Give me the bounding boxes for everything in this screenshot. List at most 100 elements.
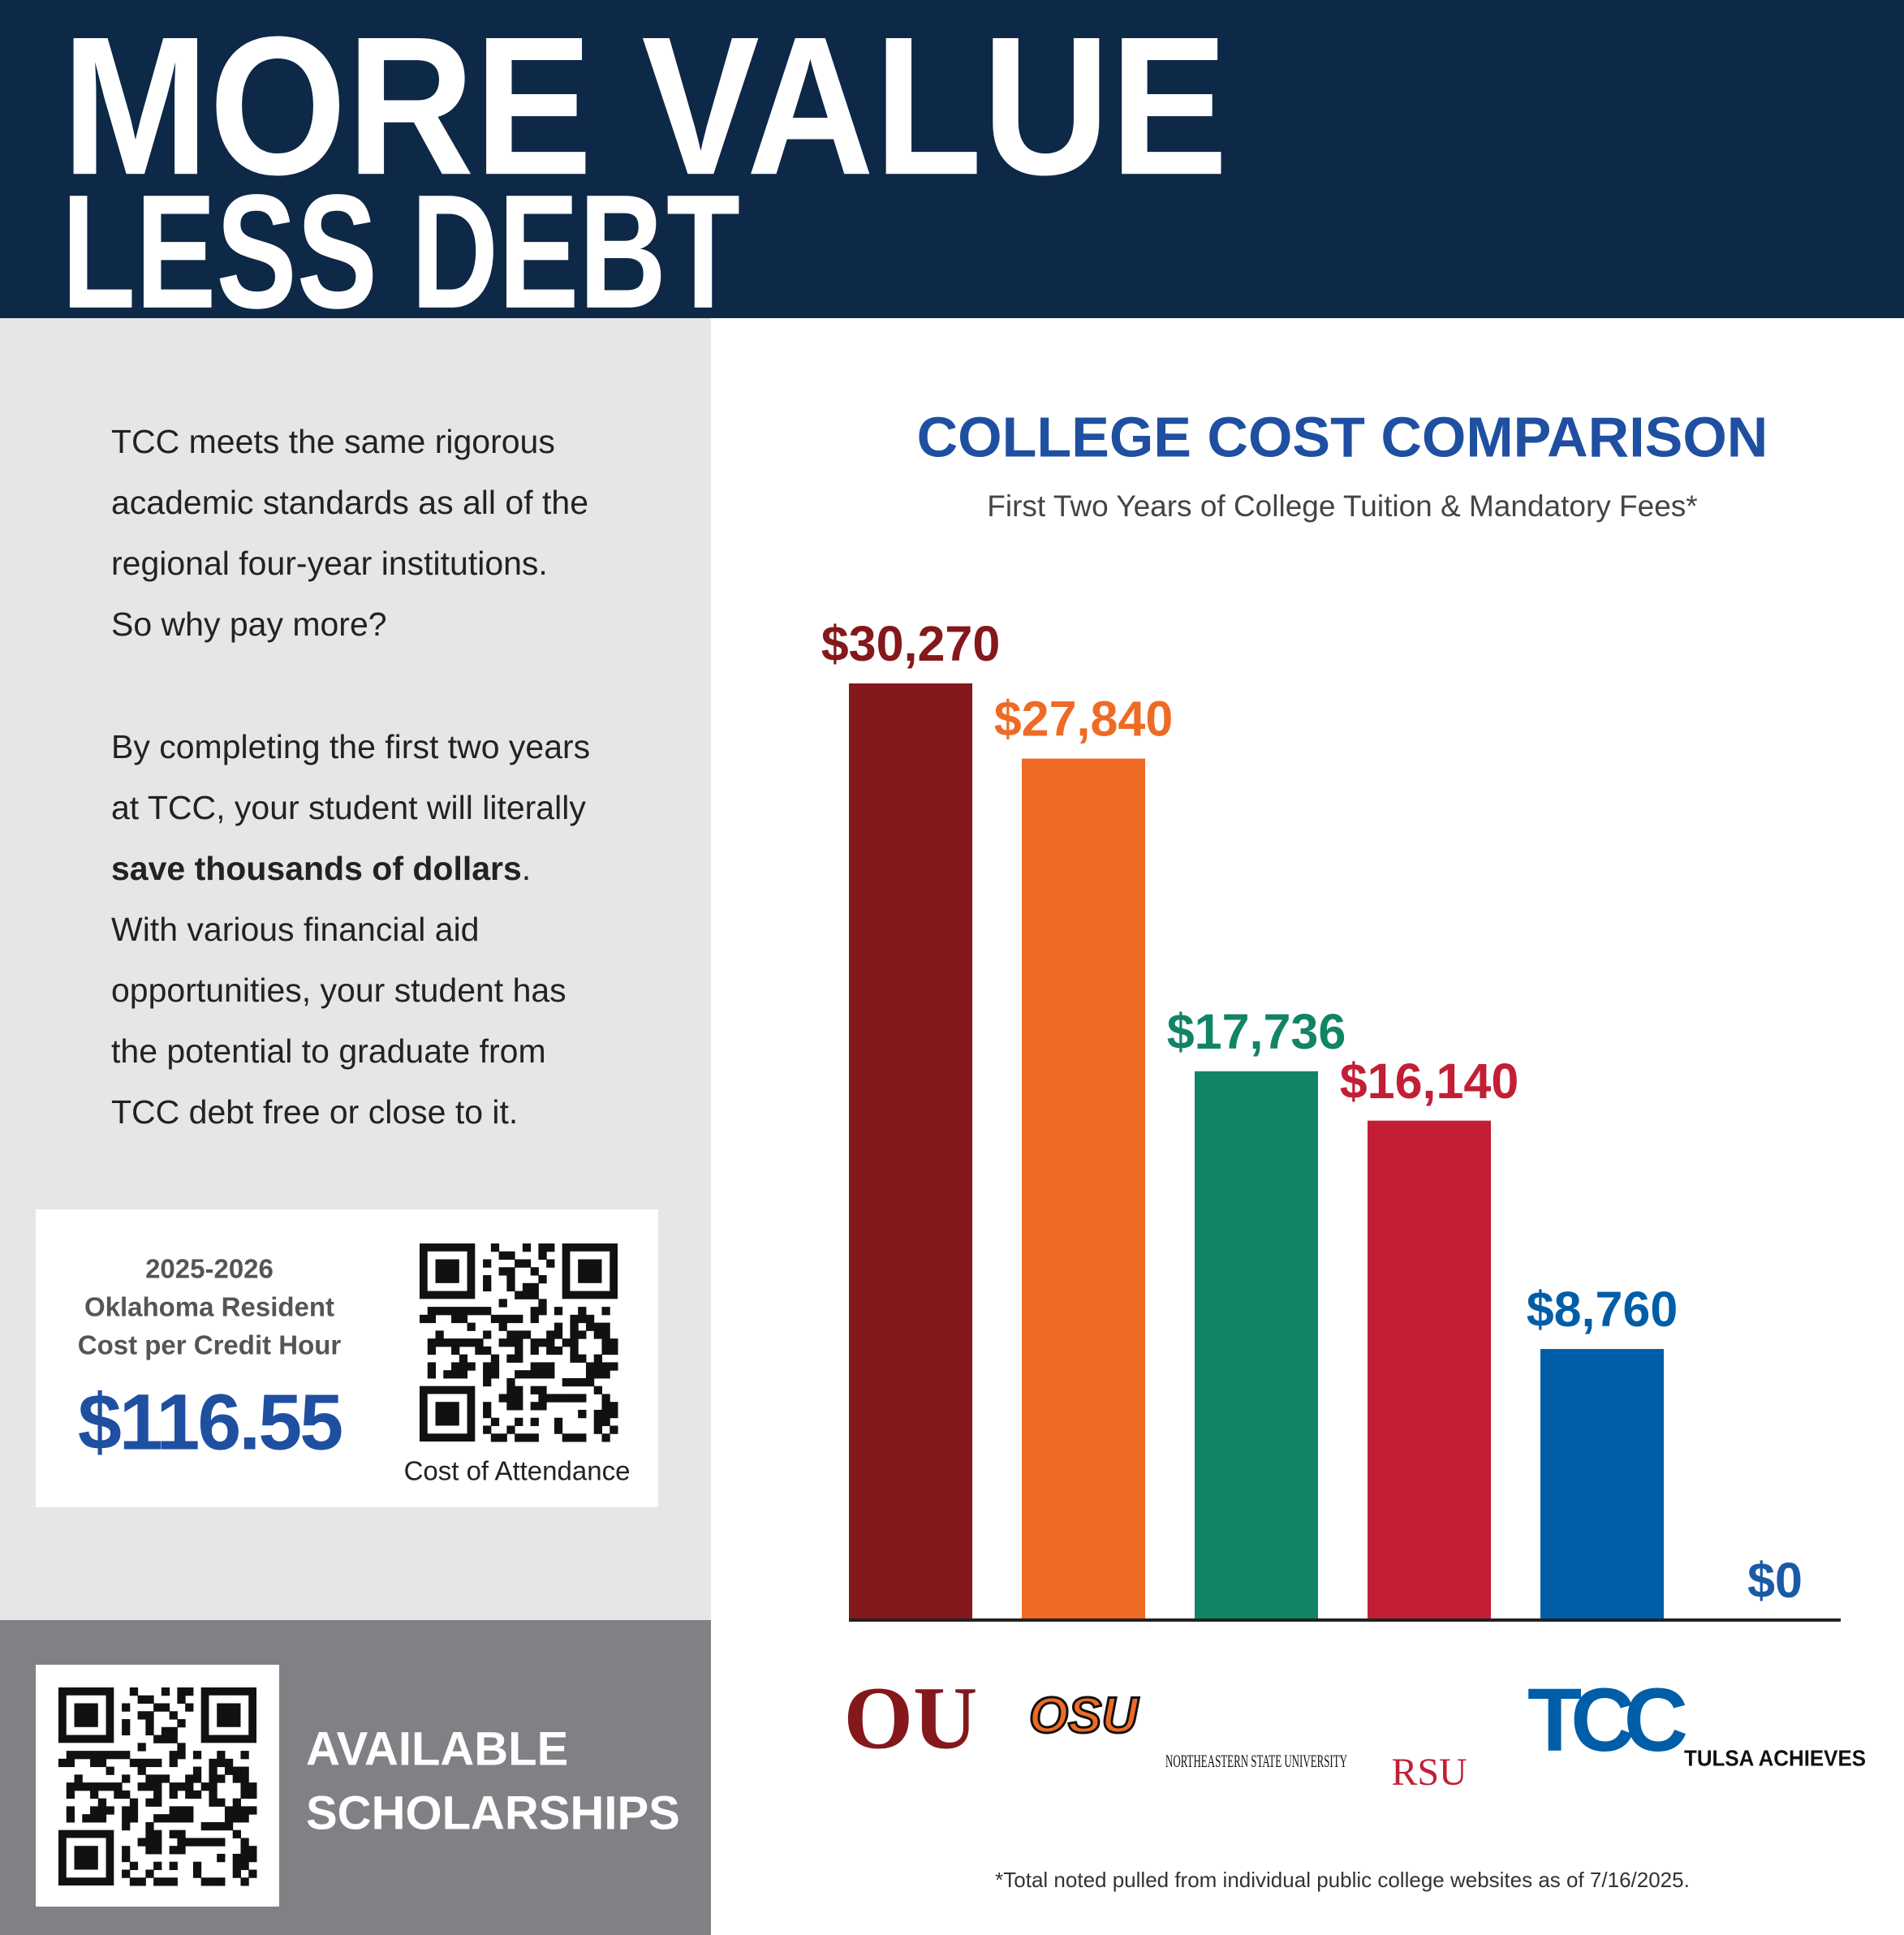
qr-module	[498, 1394, 507, 1403]
qr-module	[562, 1377, 571, 1387]
value-label: $27,840	[994, 692, 1174, 747]
qr-module	[114, 1790, 123, 1799]
qr-module	[122, 1821, 131, 1831]
qr-module	[58, 1758, 67, 1768]
qr-module	[192, 1766, 202, 1775]
qr-module	[153, 1861, 162, 1870]
qr-module	[515, 1346, 523, 1355]
qr-module	[538, 1251, 547, 1261]
cost-line: Oklahoma Resident	[84, 1292, 334, 1322]
qr-module	[169, 1806, 178, 1815]
category-label: OSU	[1029, 1687, 1140, 1743]
qr-module	[506, 1394, 515, 1403]
qr-module	[248, 1846, 257, 1855]
qr-module	[82, 1814, 91, 1823]
qr-module	[200, 1821, 209, 1831]
qr-module	[515, 1291, 523, 1299]
qr-module	[578, 1377, 587, 1387]
qr-module	[209, 1782, 218, 1791]
qr-module	[515, 1330, 523, 1339]
qr-module	[530, 1402, 539, 1411]
qr-module	[451, 1314, 460, 1324]
qr-module	[217, 1877, 226, 1886]
qr-module	[570, 1338, 579, 1347]
qr-module	[483, 1402, 492, 1411]
qr-module	[153, 1703, 162, 1712]
qr-module	[114, 1782, 123, 1791]
qr-module	[129, 1806, 139, 1815]
qr-module	[129, 1877, 139, 1886]
qr-module	[546, 1362, 555, 1371]
qr-module	[240, 1846, 249, 1855]
qr-module	[506, 1330, 515, 1339]
qr-module	[161, 1687, 170, 1696]
paragraph-line: So why pay more?	[111, 605, 387, 643]
qr-module	[538, 1243, 547, 1252]
qr-module	[209, 1838, 218, 1847]
paragraph-line: TCC meets the same rigorous	[111, 423, 555, 460]
qr-module	[153, 1774, 162, 1783]
qr-finder	[435, 1402, 459, 1426]
qr-module	[97, 1758, 107, 1768]
qr-module	[506, 1386, 515, 1394]
qr-module	[554, 1394, 563, 1403]
qr-module	[153, 1846, 162, 1855]
qr-module	[200, 1838, 209, 1847]
qr-module	[122, 1806, 131, 1815]
paragraph-line: academic standards as all of the	[111, 484, 588, 521]
qr-module	[82, 1782, 91, 1791]
qr-module	[538, 1307, 547, 1316]
qr-module	[169, 1877, 178, 1886]
qr-module	[248, 1853, 257, 1863]
qr-module	[153, 1798, 162, 1807]
qr-module	[506, 1282, 515, 1292]
qr-module	[66, 1782, 75, 1791]
qr-module	[475, 1338, 484, 1347]
qr-module	[498, 1314, 507, 1324]
qr-module	[601, 1307, 610, 1316]
qr-module	[66, 1790, 75, 1799]
qr-module	[530, 1338, 539, 1347]
qr-module	[232, 1766, 241, 1775]
qr-module	[506, 1425, 515, 1434]
qr-module	[209, 1766, 218, 1775]
qr-module	[153, 1814, 162, 1823]
qr-module	[240, 1853, 249, 1863]
qr-module	[82, 1751, 91, 1760]
qr-module	[562, 1433, 571, 1442]
qr-module	[601, 1322, 610, 1331]
qr-module	[593, 1417, 602, 1426]
qr-module	[610, 1402, 618, 1411]
qr-module	[224, 1766, 234, 1775]
qr-module	[546, 1370, 555, 1379]
qr-module	[177, 1751, 186, 1760]
qr-module	[232, 1806, 241, 1815]
qr-module	[74, 1751, 83, 1760]
qr-finder	[578, 1259, 602, 1283]
qr-module	[522, 1291, 532, 1299]
qr-module	[217, 1758, 226, 1768]
qr-module	[169, 1846, 178, 1855]
qr-module	[90, 1806, 99, 1815]
qr-module	[435, 1330, 444, 1339]
qr-module	[538, 1362, 547, 1371]
qr-module	[522, 1259, 532, 1268]
qr-module	[522, 1282, 532, 1292]
qr-finder	[435, 1259, 459, 1283]
qr-module	[530, 1362, 539, 1371]
qr-module	[593, 1370, 602, 1379]
qr-module	[538, 1394, 547, 1403]
qr-module	[515, 1338, 523, 1347]
qr-module	[240, 1751, 249, 1760]
qr-module	[475, 1346, 484, 1355]
qr-module	[177, 1743, 186, 1752]
cost-price: $116.55	[78, 1378, 342, 1467]
qr-module	[459, 1354, 468, 1363]
qr-module	[610, 1425, 618, 1434]
qr-module	[209, 1877, 218, 1886]
qr-module	[145, 1782, 154, 1791]
qr-module	[506, 1402, 515, 1411]
qr-module	[483, 1282, 492, 1292]
qr-finder	[74, 1846, 98, 1870]
qr-module	[185, 1790, 194, 1799]
